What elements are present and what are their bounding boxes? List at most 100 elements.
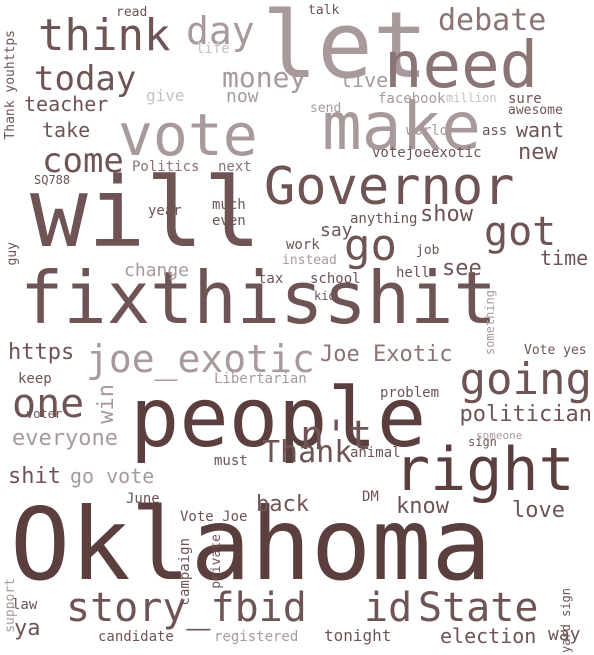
word-hell: hell (396, 265, 430, 281)
word-now: now (226, 86, 259, 107)
word-candidate: candidate (98, 629, 174, 645)
word-animal: animal (350, 445, 401, 461)
word-back: back (256, 492, 309, 517)
word-got: got (484, 209, 557, 255)
word-sure: sure (508, 91, 542, 107)
word-https: https (8, 340, 75, 365)
word-job: job (416, 243, 440, 258)
word-instead: instead (282, 253, 337, 268)
word-vote: vote (118, 101, 258, 169)
word-go-vote: go vote (70, 464, 155, 488)
word-love: love (512, 498, 565, 523)
word-change: change (124, 260, 190, 281)
word-money: money (222, 61, 307, 94)
word-ass: ass (482, 123, 508, 139)
word-want: want (516, 118, 565, 142)
word-nt: n't (300, 413, 373, 459)
word-election: election (440, 624, 537, 648)
word-win: win (94, 384, 119, 424)
word-vote-joe: Vote Joe (180, 509, 248, 525)
word-id: id (364, 585, 413, 631)
word-will: will (30, 157, 262, 269)
word-way: way (548, 624, 581, 645)
word-show: show (420, 202, 473, 227)
word-vote-yes: Vote yes (524, 343, 587, 358)
word-joe-exotic-2: Joe Exotic (320, 342, 453, 367)
word-next: next (218, 159, 252, 175)
word-right: right (394, 435, 575, 505)
word-joe-exotic: joe_exotic (86, 337, 315, 381)
word-million: million (446, 91, 497, 105)
word-fixthisshit: fixthisshit (20, 256, 497, 340)
word-guy: guy (5, 242, 20, 266)
word-tonight: tonight (324, 626, 392, 645)
word-life: life (196, 41, 230, 57)
word-know: know (396, 494, 449, 519)
word-need: need (384, 29, 539, 103)
word-much: much (212, 197, 246, 213)
word-someone: yard sign (559, 587, 573, 653)
word-even: even (212, 213, 246, 229)
word-state: State (418, 585, 539, 631)
word-must: must (214, 453, 248, 469)
word-today: today (34, 59, 137, 99)
word-year: year (148, 203, 182, 219)
word-make: make (322, 88, 481, 165)
word-law: law (12, 597, 38, 613)
word-time: time (540, 246, 589, 270)
word-something: Thank youhttps (3, 30, 18, 140)
word-work: work (286, 237, 320, 253)
word-people: people (130, 371, 427, 466)
word-anything: anything (350, 211, 418, 227)
word-thank: Thank (262, 435, 353, 470)
word-private: campaign (177, 538, 193, 606)
word-sign: sign (468, 435, 497, 449)
word-kid: kid (314, 289, 336, 303)
word-voter: voter (26, 407, 63, 421)
word-votejoeexotic: votejoeexotic (372, 145, 482, 161)
word-read: read (116, 5, 148, 20)
word-problem: problem (380, 385, 440, 401)
word-one: one (12, 381, 85, 427)
word-libertarian: Libertarian (214, 371, 307, 387)
word-come: come (42, 141, 124, 181)
word-live: live (340, 68, 389, 92)
word-ya: ya (14, 616, 41, 641)
word-support: private (209, 534, 224, 589)
word-go: go (344, 220, 397, 271)
word-let: let (262, 0, 429, 99)
word-politics: Politics (132, 159, 200, 175)
word-world: world (406, 123, 449, 139)
word-facebook: facebook (378, 91, 446, 107)
word-debate: debate (438, 3, 547, 38)
word-teacher: teacher (24, 92, 109, 116)
word-shit: shit (8, 464, 61, 489)
word-oklahoma: Oklahoma (10, 486, 492, 603)
word-take: take (42, 118, 91, 142)
word-registered: registered (214, 629, 299, 645)
word-day: day (186, 9, 255, 53)
word-awesome: awesome (508, 103, 563, 118)
word-governor: Governor (264, 157, 515, 217)
word-say: say (320, 220, 353, 241)
word-think: think (38, 10, 171, 61)
word-sq788: SQ788 (34, 173, 71, 187)
word-keep: keep (18, 371, 52, 387)
word-campaign: something (483, 290, 497, 356)
word-tax: tax (258, 271, 284, 287)
word-politician: politician (459, 402, 592, 427)
word-yard-sign: support (3, 578, 18, 633)
word-everyone: everyone (12, 426, 118, 451)
word-give: give (146, 86, 185, 105)
word-going: going (459, 354, 592, 405)
word-send: send (310, 101, 342, 116)
word-dm: DM (362, 489, 379, 505)
word-story-fbid: story_fbid (66, 585, 307, 631)
word-school: school (310, 271, 361, 287)
word-talk: talk (308, 3, 340, 18)
word-thank-youhttps: someone (476, 429, 523, 442)
word-june: June (126, 491, 160, 507)
word-see: see (442, 256, 482, 281)
word-new: new (518, 140, 558, 165)
